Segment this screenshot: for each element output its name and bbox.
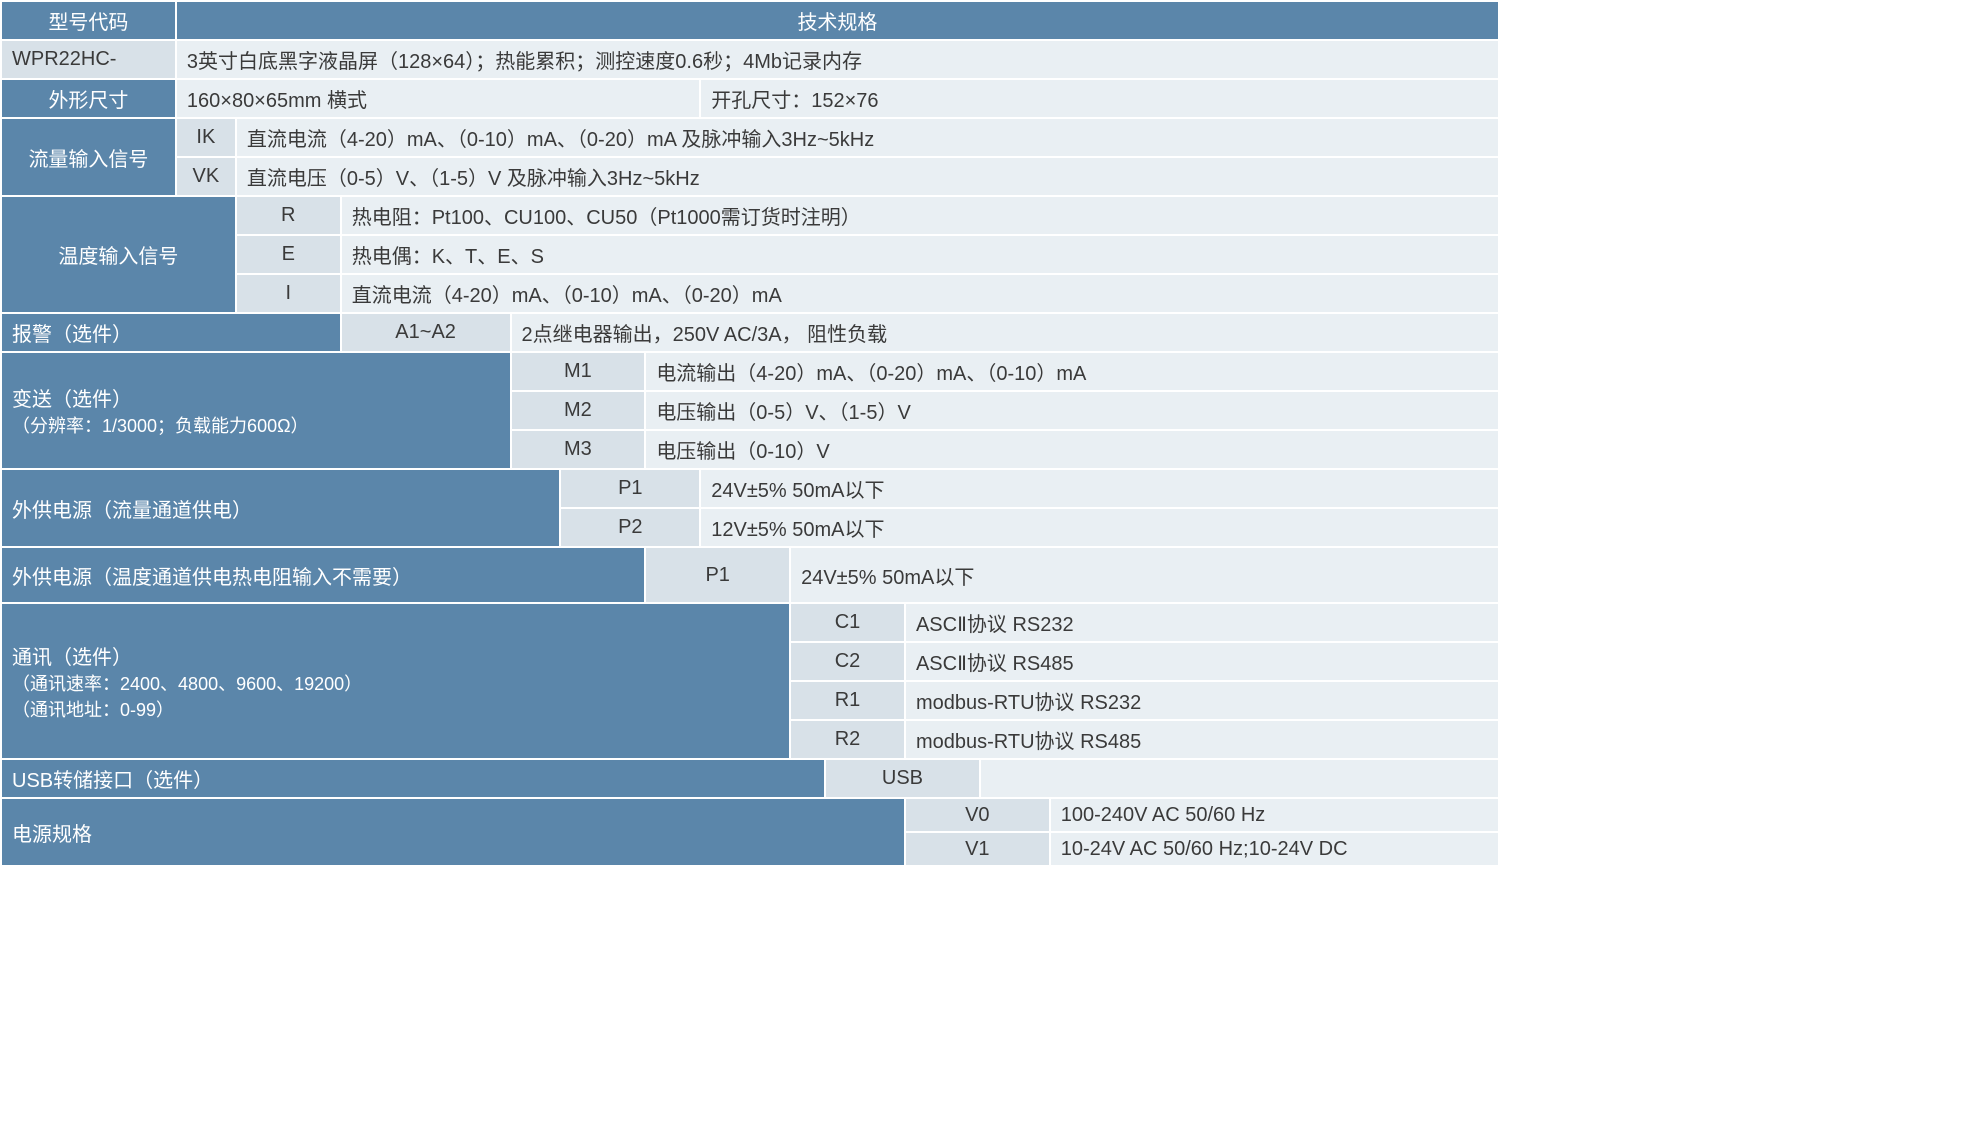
comm-r1-code: R1 xyxy=(790,681,905,720)
usb-desc xyxy=(980,759,1499,798)
pwr-v0-desc: 100-240V AC 50/60 Hz xyxy=(1050,798,1499,832)
ext1-p2-desc: 12V±5% 50mA以下 xyxy=(700,508,1499,547)
flow-ik-desc: 直流电流（4-20）mA、（0-10）mA、（0-20）mA 及脉冲输入3Hz~… xyxy=(236,118,1499,157)
flow-vk-code: VK xyxy=(176,157,236,196)
spec-table: 型号代码 技术规格 WPR22HC- 3英寸白底黑字液晶屏（128×64）；热能… xyxy=(0,0,1500,867)
dim-val2: 开孔尺寸：152×76 xyxy=(700,79,1499,118)
trans-label-l1: 变送（选件） xyxy=(12,389,132,411)
comm-c1-desc: ASCⅡ协议 RS232 xyxy=(905,603,1499,642)
pwr-v1-desc: 10-24V AC 50/60 Hz;10-24V DC xyxy=(1050,832,1499,866)
usb-label: USB转储接口（选件） xyxy=(1,759,825,798)
ext1-p2-code: P2 xyxy=(560,508,700,547)
temp-i-desc: 直流电流（4-20）mA、（0-10）mA、（0-20）mA xyxy=(341,274,1499,313)
flow-vk-desc: 直流电压（0-5）V、（1-5）V 及脉冲输入3Hz~5kHz xyxy=(236,157,1499,196)
header-model-code: 型号代码 xyxy=(1,1,176,40)
trans-m2-code: M2 xyxy=(511,391,646,430)
comm-r2-desc: modbus-RTU协议 RS485 xyxy=(905,720,1499,759)
comm-c1-code: C1 xyxy=(790,603,905,642)
trans-m2-desc: 电压输出（0-5）V、（1-5）V xyxy=(645,391,1499,430)
temp-r-code: R xyxy=(236,196,341,235)
flow-ik-code: IK xyxy=(176,118,236,157)
usb-code: USB xyxy=(825,759,980,798)
pwr-v0-code: V0 xyxy=(905,798,1050,832)
ext2-p1-code: P1 xyxy=(645,547,790,603)
comm-r1-desc: modbus-RTU协议 RS232 xyxy=(905,681,1499,720)
dim-val1: 160×80×65mm 横式 xyxy=(176,79,700,118)
comm-r2-code: R2 xyxy=(790,720,905,759)
temp-r-desc: 热电阻：Pt100、CU100、CU50（Pt1000需订货时注明） xyxy=(341,196,1499,235)
alarm-code: A1~A2 xyxy=(341,313,511,352)
trans-label-l2: （分辨率：1/3000；负载能力600Ω） xyxy=(12,416,309,436)
model-desc: 3英寸白底黑字液晶屏（128×64）；热能累积；测控速度0.6秒；4Mb记录内存 xyxy=(176,40,1499,79)
temp-label: 温度输入信号 xyxy=(1,196,236,313)
alarm-label: 报警（选件） xyxy=(1,313,341,352)
trans-m1-desc: 电流输出（4-20）mA、（0-20）mA、（0-10）mA xyxy=(645,352,1499,391)
ext1-p1-desc: 24V±5% 50mA以下 xyxy=(700,469,1499,508)
comm-label-l3: （通讯地址：0-99） xyxy=(12,700,174,720)
trans-m3-desc: 电压输出（0-10）V xyxy=(645,430,1499,469)
flow-label: 流量输入信号 xyxy=(1,118,176,196)
ext1-label: 外供电源（流量通道供电） xyxy=(1,469,560,547)
temp-e-desc: 热电偶：K、T、E、S xyxy=(341,235,1499,274)
trans-m3-code: M3 xyxy=(511,430,646,469)
header-spec: 技术规格 xyxy=(176,1,1499,40)
comm-c2-code: C2 xyxy=(790,642,905,681)
dim-label: 外形尺寸 xyxy=(1,79,176,118)
pwr-v1-code: V1 xyxy=(905,832,1050,866)
comm-label-l1: 通讯（选件） xyxy=(12,647,132,669)
comm-label-l2: （通讯速率：2400、4800、9600、19200） xyxy=(12,674,362,694)
temp-i-code: I xyxy=(236,274,341,313)
alarm-desc: 2点继电器输出，250V AC/3A， 阻性负载 xyxy=(511,313,1500,352)
ext2-p1-desc: 24V±5% 50mA以下 xyxy=(790,547,1499,603)
trans-label: 变送（选件） （分辨率：1/3000；负载能力600Ω） xyxy=(1,352,511,469)
trans-m1-code: M1 xyxy=(511,352,646,391)
temp-e-code: E xyxy=(236,235,341,274)
pwr-label: 电源规格 xyxy=(1,798,905,866)
comm-c2-desc: ASCⅡ协议 RS485 xyxy=(905,642,1499,681)
comm-label: 通讯（选件） （通讯速率：2400、4800、9600、19200） （通讯地址… xyxy=(1,603,790,759)
ext1-p1-code: P1 xyxy=(560,469,700,508)
ext2-label: 外供电源（温度通道供电热电阻输入不需要） xyxy=(1,547,645,603)
model-code: WPR22HC- xyxy=(1,40,176,79)
